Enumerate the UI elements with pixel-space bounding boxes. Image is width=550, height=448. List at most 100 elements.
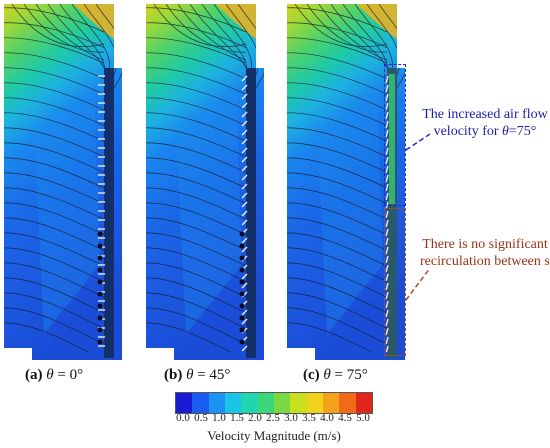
annotation-velocity: The increased air flow velocity for θ=75…	[420, 106, 550, 140]
highlight-box-velocity	[384, 64, 406, 206]
slat	[241, 93, 248, 100]
outer-boundary	[114, 4, 122, 68]
colorbar-segment	[224, 393, 242, 413]
caption-c-letter: (c)	[303, 367, 320, 383]
streamline	[4, 22, 105, 48]
colorbar-tick-label: 2.0	[248, 412, 262, 424]
recirculation-vortex	[239, 279, 245, 285]
streamline	[287, 22, 388, 48]
caption-c: (c) θ = 75°	[303, 367, 368, 384]
slat	[385, 282, 389, 290]
high-velocity-zone	[216, 4, 264, 44]
colorbar-segment	[290, 393, 307, 413]
floor-cutout	[146, 348, 174, 360]
slat	[385, 102, 389, 110]
recirculation-vortex	[239, 291, 245, 297]
slat	[385, 273, 389, 281]
recirculation-vortex	[239, 327, 245, 333]
streamline	[4, 142, 105, 173]
streamline	[146, 52, 247, 80]
annotation-velocity-line2: velocity for θ=75°	[420, 123, 550, 140]
colorbar-tick-label: 1.0	[212, 412, 226, 424]
recirculation-vortex	[97, 327, 103, 333]
panel-theta-45	[146, 4, 264, 360]
colorbar-tick-label: 1.5	[230, 412, 244, 424]
slat	[385, 147, 389, 155]
slat	[241, 156, 248, 163]
caption-a-letter: (a)	[25, 367, 43, 383]
contour-plot-theta-75	[287, 4, 405, 360]
streamline	[146, 202, 247, 236]
streamline	[146, 37, 247, 64]
recirculation-vortex	[97, 339, 103, 345]
colorbar-label: Velocity Magnitude (m/s)	[207, 428, 341, 443]
slat	[385, 120, 389, 128]
slat	[385, 192, 389, 200]
slat	[241, 282, 248, 289]
streamline	[287, 142, 388, 173]
slat	[241, 138, 248, 145]
streamline	[146, 277, 247, 314]
slat	[241, 84, 248, 91]
colorbar-segment	[257, 393, 274, 413]
velocity-field	[146, 4, 264, 360]
slat	[385, 75, 389, 83]
slat	[241, 273, 248, 280]
streamline	[4, 52, 105, 80]
leader-line-recirculation	[405, 267, 431, 301]
streamline	[146, 97, 247, 126]
slat	[385, 156, 389, 164]
slat	[241, 210, 248, 217]
streamlines	[4, 4, 122, 360]
slat	[241, 111, 248, 118]
high-velocity-zone	[357, 4, 405, 44]
streamline	[11, 4, 105, 47]
colorbar-segment	[208, 393, 225, 413]
slat	[241, 309, 248, 316]
colorbar-tick-label: 3.5	[302, 412, 316, 424]
streamline	[294, 4, 388, 47]
floor-cutout	[4, 348, 32, 360]
slat	[385, 336, 389, 344]
streamline	[4, 172, 105, 204]
slat	[385, 210, 389, 218]
caption-b-value: = 45°	[197, 367, 231, 383]
caption-c-symbol: θ	[323, 367, 331, 383]
recirculation-vortex	[97, 291, 103, 297]
streamline	[146, 22, 247, 48]
annotation-recirculation-line2: recirculation between slats	[420, 254, 550, 269]
slat	[385, 165, 389, 173]
velocity-band	[34, 84, 100, 334]
recirculation-vortex	[239, 339, 245, 345]
slat	[241, 237, 248, 244]
streamline	[4, 127, 105, 158]
recirculation-vortex	[97, 279, 103, 285]
colorbar-segment	[192, 393, 209, 413]
streamline	[287, 247, 388, 282]
colorbar-segment	[355, 393, 372, 413]
streamline	[287, 67, 388, 95]
streamline	[4, 232, 105, 267]
streamline	[287, 292, 388, 329]
outer-boundary	[397, 4, 405, 68]
floor-region	[32, 352, 104, 360]
slat	[385, 246, 389, 254]
slat	[241, 246, 248, 253]
streamline	[4, 7, 105, 33]
streamline	[146, 82, 247, 111]
colorbar-tick-label: 2.5	[266, 412, 280, 424]
velocity-band	[176, 84, 242, 334]
streamline	[4, 37, 105, 64]
colorbar-segment	[176, 393, 193, 413]
slat	[385, 327, 389, 335]
streamline	[4, 292, 105, 329]
caption-a: (a) θ = 0°	[25, 367, 83, 384]
streamline	[146, 112, 247, 142]
colorbar-segment	[322, 393, 340, 413]
slat	[241, 318, 248, 325]
streamline	[4, 262, 105, 298]
slat	[385, 318, 389, 326]
annotation-velocity-prefix: velocity for	[433, 124, 503, 139]
recirculation-vortex	[239, 315, 245, 321]
panel-theta-75	[287, 4, 405, 360]
